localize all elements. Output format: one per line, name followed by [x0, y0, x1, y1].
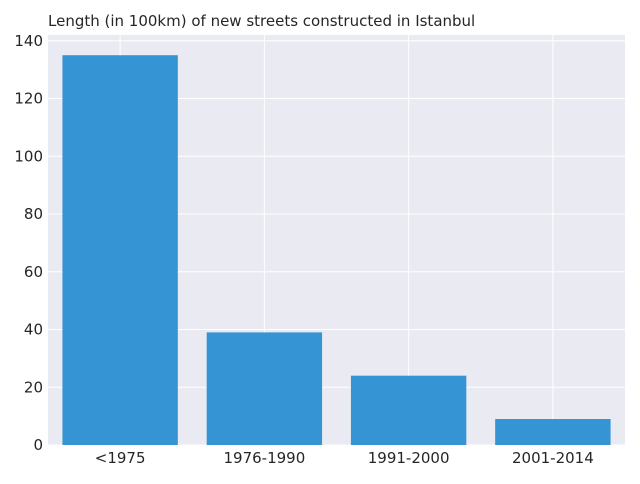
- x-tick-label: 1991-2000: [368, 449, 450, 467]
- y-tick-label: 120: [14, 90, 43, 108]
- chart-title: Length (in 100km) of new streets constru…: [48, 12, 476, 30]
- x-tick-label: 1976-1990: [223, 449, 305, 467]
- bar: [62, 55, 178, 445]
- y-tick-label: 140: [14, 32, 43, 50]
- bar: [495, 419, 611, 445]
- bar: [206, 332, 323, 445]
- y-tick-label: 40: [24, 321, 43, 339]
- y-tick-label: 80: [24, 205, 43, 223]
- y-tick-label: 0: [33, 436, 43, 454]
- y-tick-label: 20: [24, 378, 43, 396]
- x-tick-label: 2001-2014: [512, 449, 594, 467]
- x-tick-label: <1975: [95, 449, 146, 467]
- y-tick-label: 100: [14, 147, 43, 165]
- y-tick-label: 60: [24, 263, 43, 281]
- bar: [350, 375, 467, 445]
